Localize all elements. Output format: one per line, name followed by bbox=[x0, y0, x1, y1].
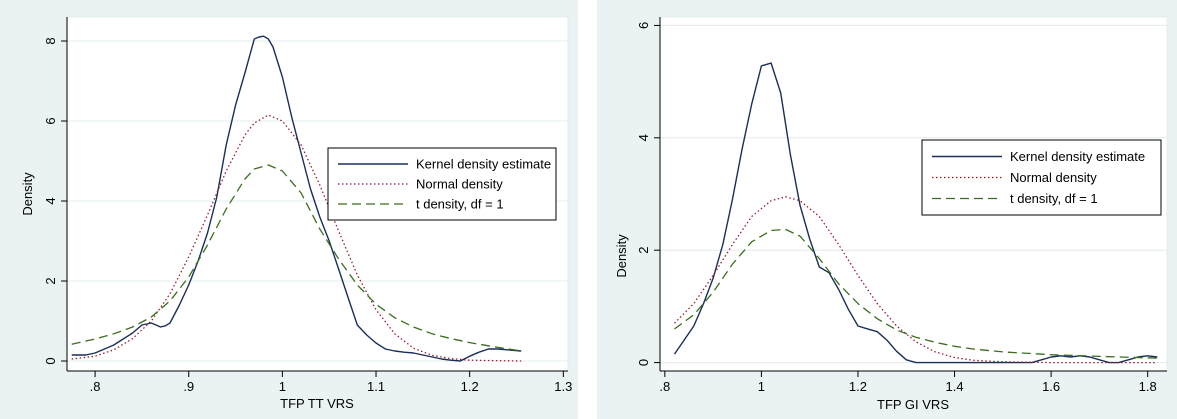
x-tick-label: 1.3 bbox=[554, 379, 572, 394]
y-tick-label: 2 bbox=[43, 277, 58, 284]
legend-label-t-density-df-1: t density, df = 1 bbox=[416, 197, 504, 212]
y-tick-label: 8 bbox=[43, 37, 58, 44]
legend-label-kernel-density-estimate: Kernel density estimate bbox=[1010, 149, 1145, 164]
density-chart-tfp-gi-vrs: .8 1 1.2 1.4 1.6 1.8 0 2 4 6 Kernel density estim… bbox=[614, 16, 1168, 412]
series-line-kernel-density-estimate bbox=[71, 35, 522, 362]
density-chart-tfp-tt-vrs: .8 .9 1 1.1 1.2 1.3 0 2 4 6 8 Kernel density estim… bbox=[20, 16, 572, 411]
x-tick-label: 1.8 bbox=[1139, 379, 1157, 394]
series-line-kernel-density-estimate bbox=[673, 62, 1158, 364]
legend: Kernel density estimate Normal density t d… bbox=[921, 139, 1162, 216]
chart-panel-left: .8 .9 1 1.1 1.2 1.3 0 2 4 6 8 Kernel density estim… bbox=[0, 0, 578, 419]
y-axis-title: Density bbox=[614, 234, 629, 278]
x-tick-label: .9 bbox=[183, 379, 194, 394]
x-tick-label: 1.1 bbox=[367, 379, 385, 394]
x-tick-label: .8 bbox=[90, 379, 101, 394]
series-line-t-density-df-1 bbox=[674, 228, 1158, 359]
legend: Kernel density estimate Normal density t d… bbox=[327, 147, 557, 221]
x-axis-title: TFP TT VRS bbox=[280, 396, 354, 411]
x-tick-label: 1.2 bbox=[461, 379, 479, 394]
y-tick-label: 0 bbox=[636, 359, 651, 366]
legend-label-kernel-density-estimate: Kernel density estimate bbox=[416, 157, 551, 172]
chart-panel-right: .8 1 1.2 1.4 1.6 1.8 0 2 4 6 Kernel density estim… bbox=[597, 0, 1177, 419]
y-tick-label: 2 bbox=[636, 247, 651, 254]
x-tick-label: 1 bbox=[279, 379, 286, 394]
legend-label-t-density-df-1: t density, df = 1 bbox=[1010, 191, 1098, 206]
x-tick-label: .8 bbox=[659, 379, 670, 394]
y-axis-title: Density bbox=[20, 172, 35, 216]
x-tick-label: 1.2 bbox=[849, 379, 867, 394]
series-line-t-density-df-1 bbox=[71, 164, 522, 352]
legend-label-normal-density: Normal density bbox=[416, 177, 503, 192]
x-tick-label: 1.6 bbox=[1042, 379, 1060, 394]
x-tick-label: 1 bbox=[758, 379, 765, 394]
legend-box bbox=[921, 139, 1162, 216]
y-tick-label: 4 bbox=[636, 134, 651, 141]
y-tick-label: 4 bbox=[43, 197, 58, 204]
y-tick-label: 6 bbox=[43, 117, 58, 124]
y-tick-label: 6 bbox=[636, 22, 651, 29]
x-axis-title: TFP GI VRS bbox=[877, 397, 949, 412]
y-tick-label: 0 bbox=[43, 357, 58, 364]
legend-label-normal-density: Normal density bbox=[1010, 170, 1097, 185]
x-tick-label: 1.4 bbox=[946, 379, 964, 394]
